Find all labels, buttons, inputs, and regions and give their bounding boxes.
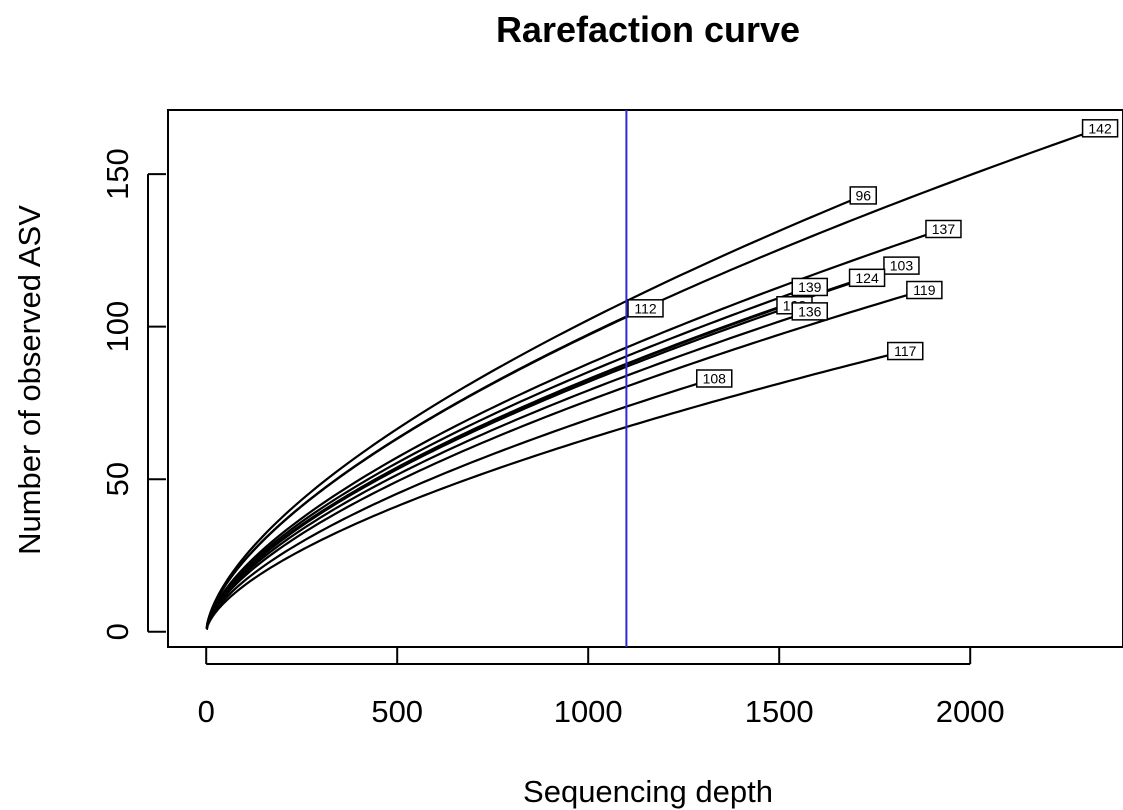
curve-96 bbox=[205, 194, 864, 630]
curve-124 bbox=[205, 276, 868, 630]
y-tick-label: 50 bbox=[100, 462, 135, 496]
curve-label-box bbox=[627, 299, 664, 318]
curve-label: 119 bbox=[913, 282, 936, 298]
curve-label: 124 bbox=[855, 270, 879, 286]
curve-label: 103 bbox=[890, 258, 914, 274]
curve-117 bbox=[205, 349, 906, 630]
curve-label-box bbox=[849, 186, 877, 205]
curve-label-box bbox=[925, 219, 962, 239]
x-tick-label: 1000 bbox=[554, 694, 623, 729]
curve-label-box bbox=[883, 256, 920, 275]
curve-label-box bbox=[848, 268, 886, 288]
curve-label: 96 bbox=[855, 187, 871, 203]
curve-119 bbox=[205, 288, 925, 630]
curve-108 bbox=[205, 377, 715, 630]
plot-area: 0 500 1000 1500 2000 0 50 100 150 142 96 137 103 124 1… bbox=[100, 109, 1123, 729]
curve-label-box bbox=[906, 280, 943, 300]
curve-136 bbox=[205, 310, 811, 630]
curve-label-box bbox=[791, 277, 829, 297]
curve-label-box bbox=[791, 302, 829, 321]
x-tick-label: 1500 bbox=[745, 694, 814, 729]
curve-label: 136 bbox=[798, 303, 822, 319]
y-tick-label: 100 bbox=[100, 301, 135, 353]
y-tick-label: 0 bbox=[100, 623, 135, 640]
curve-137 bbox=[205, 227, 944, 630]
x-tick-label: 500 bbox=[371, 694, 423, 729]
x-axis-label: Sequencing depth bbox=[523, 774, 773, 809]
curve-142 bbox=[205, 127, 1101, 629]
curve-label: 139 bbox=[798, 279, 822, 295]
y-tick-label: 150 bbox=[100, 148, 135, 200]
curve-139 bbox=[205, 285, 811, 630]
curve-label: 108 bbox=[703, 371, 727, 387]
curve-112 bbox=[205, 307, 646, 630]
curve-label: 117 bbox=[894, 343, 917, 359]
curve-label: 142 bbox=[1088, 120, 1112, 136]
y-axis-label: Number of observed ASV bbox=[12, 205, 47, 555]
x-tick-label: 0 bbox=[198, 694, 215, 729]
curve-198 bbox=[205, 304, 795, 630]
curve-label: 137 bbox=[932, 221, 956, 237]
chart-title: Rarefaction curve bbox=[496, 9, 800, 50]
plot-frame bbox=[167, 109, 1123, 648]
curve-label-box bbox=[887, 341, 924, 361]
curve-label: 112 bbox=[634, 300, 657, 316]
curve-label-box bbox=[696, 369, 733, 388]
x-tick-label: 2000 bbox=[936, 694, 1005, 729]
curve-label-box bbox=[1081, 119, 1119, 138]
